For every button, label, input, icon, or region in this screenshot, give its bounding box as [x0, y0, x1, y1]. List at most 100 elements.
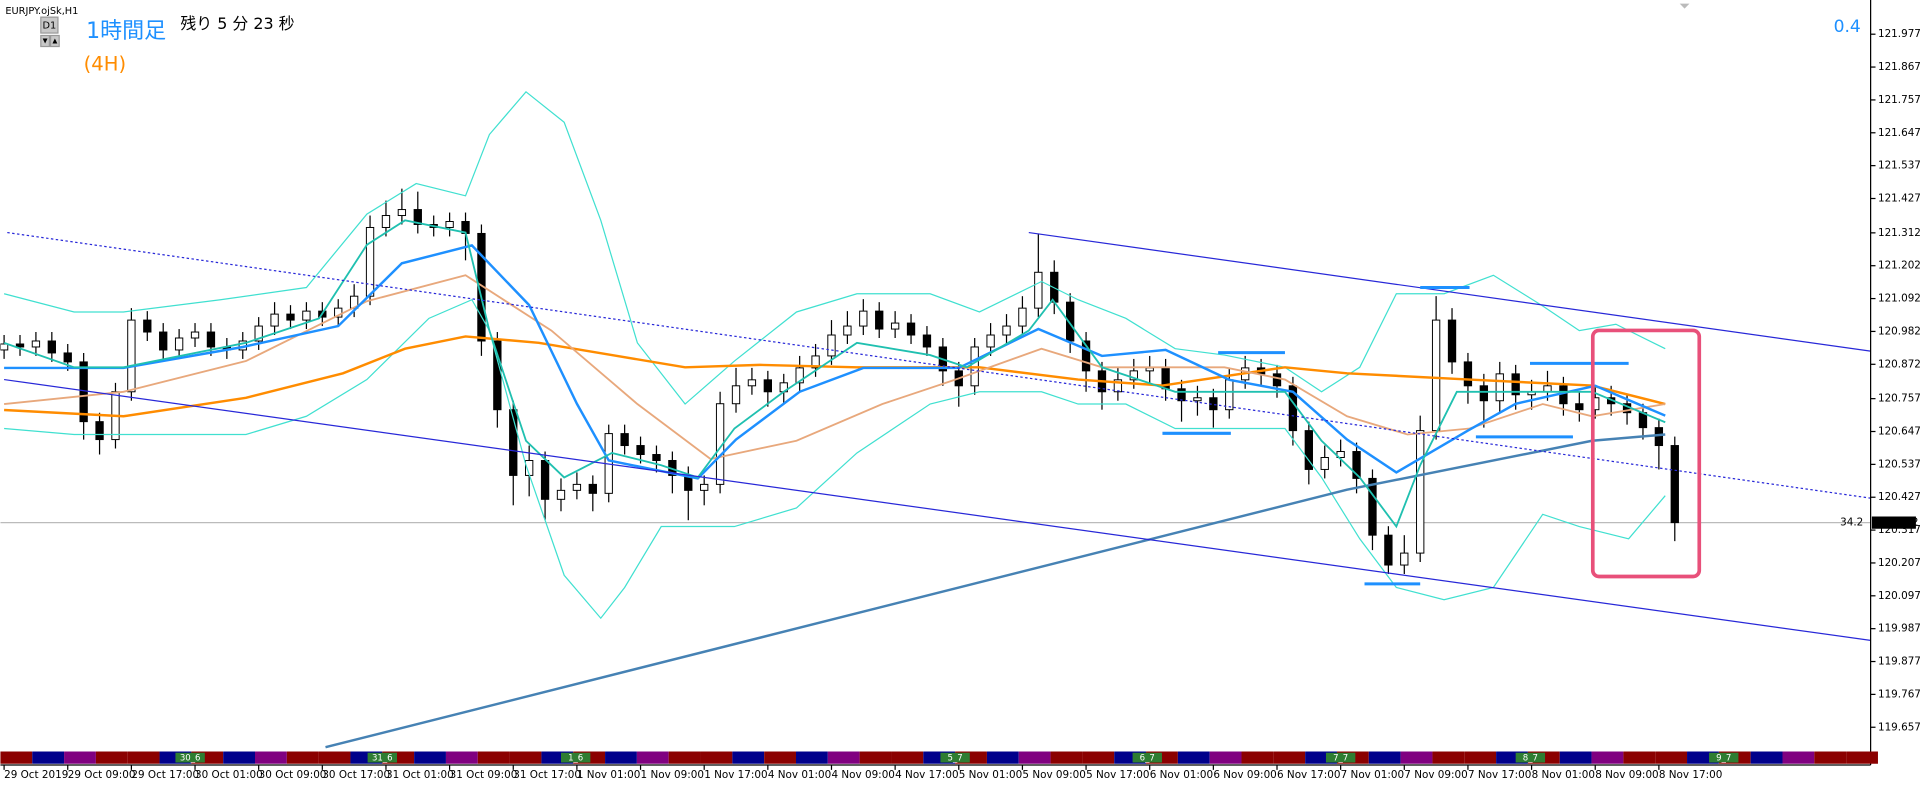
- strip-tag: [940, 752, 970, 763]
- x-tick-label: 8 Nov 09:00: [1595, 769, 1658, 781]
- candle-body: [31, 340, 41, 348]
- y-tick-label: 119.657: [1878, 721, 1920, 733]
- shift-marker: [1679, 3, 1690, 9]
- strip-block: [1432, 751, 1465, 764]
- y-tick-label: 120.982: [1878, 325, 1920, 337]
- candle-body: [1018, 307, 1027, 327]
- strip-block: [1623, 751, 1656, 764]
- x-tick-label: 8 Nov 01:00: [1532, 769, 1595, 781]
- candle-body: [652, 454, 661, 461]
- strip-block: [668, 751, 701, 764]
- candle-body: [747, 379, 757, 387]
- y-tick-label: 121.647: [1878, 127, 1920, 139]
- candle-body: [445, 221, 454, 228]
- candle-body: [1654, 427, 1664, 447]
- strip-block: [891, 751, 924, 764]
- strip-block: [636, 751, 669, 764]
- x-tick-label: 4 Nov 01:00: [768, 769, 831, 781]
- candle-body: [1129, 370, 1138, 381]
- indicator-line: [3, 219, 1666, 529]
- strip-block: [1209, 751, 1242, 764]
- candle-body: [159, 331, 168, 351]
- strip-block: [795, 751, 828, 764]
- indicator-line: [4, 378, 1871, 641]
- x-tick-label: 6 Nov 09:00: [1213, 769, 1276, 781]
- strip-block: [827, 751, 860, 764]
- candle-body: [15, 343, 25, 348]
- strip-tag: [367, 752, 397, 763]
- title: 1時間足: [86, 19, 166, 44]
- candle-body: [302, 310, 311, 321]
- candle-body: [1463, 361, 1473, 387]
- candle-body: [1416, 430, 1425, 554]
- candle-body: [206, 331, 216, 348]
- candle-body: [795, 367, 804, 384]
- strip-label: 1_6: [568, 754, 583, 764]
- x-tick-label: 7 Nov 01:00: [1341, 769, 1404, 781]
- candle-body: [986, 334, 995, 348]
- y-tick-label: 121.537: [1878, 160, 1920, 172]
- candle-body: [827, 334, 836, 357]
- candle-body: [286, 313, 295, 321]
- candle-body: [190, 331, 200, 339]
- x-tick-label: 7 Nov 17:00: [1468, 769, 1531, 781]
- candle-body: [1352, 451, 1361, 479]
- strip-block: [1082, 751, 1115, 764]
- strip-tag: [1132, 752, 1162, 763]
- indicator-line: [4, 335, 1666, 418]
- candle-body: [1304, 430, 1313, 470]
- candle-body: [859, 310, 868, 327]
- timeframe-label[interactable]: D1: [42, 21, 56, 32]
- candle-body: [63, 352, 72, 363]
- current-price-box: [1871, 516, 1916, 529]
- y-tick-label: 120.427: [1878, 491, 1920, 503]
- candle-body: [47, 340, 56, 354]
- x-tick-label: 30 Oct 01:00: [195, 769, 263, 781]
- strip-label: 5_7: [948, 754, 963, 764]
- strip-block: [223, 751, 256, 764]
- candle-body: [397, 209, 407, 217]
- x-tick-label: 5 Nov 17:00: [1086, 769, 1149, 781]
- strip-block: [1464, 751, 1497, 764]
- candle-body: [1479, 385, 1489, 402]
- candle-body: [143, 319, 152, 333]
- strip-block: [1018, 751, 1051, 764]
- plot-area: [0, 90, 1871, 749]
- strip-block: [32, 751, 65, 764]
- indicator-line: [3, 90, 1666, 405]
- strip-block: [700, 751, 733, 764]
- y-tick-label: 120.207: [1878, 557, 1920, 569]
- candle-body: [509, 409, 518, 476]
- candle-body: [890, 322, 900, 330]
- strip-block: [477, 751, 510, 764]
- symbol-label: EURJPY.ojSk,H1: [5, 6, 78, 17]
- x-tick-label: 29 Oct 17:00: [131, 769, 199, 781]
- x-tick-label: 5 Nov 01:00: [959, 769, 1022, 781]
- strip-block: [318, 751, 351, 764]
- candle-body: [1065, 301, 1075, 342]
- candle-body: [1113, 379, 1123, 393]
- candle-body: [588, 483, 597, 494]
- candle-body: [811, 355, 820, 369]
- candle-body: [413, 209, 422, 225]
- strip-label: 6_7: [1140, 754, 1155, 764]
- y-tick-label: 120.097: [1878, 590, 1920, 602]
- candle-body: [174, 337, 184, 351]
- candle-body: [1384, 534, 1393, 566]
- indicator-line: [4, 274, 1666, 460]
- strip-block: [414, 751, 446, 764]
- timeframe-button[interactable]: [40, 16, 59, 34]
- candle-body: [572, 483, 582, 491]
- indicator-line: [1028, 231, 1871, 352]
- candle-body: [922, 334, 932, 348]
- y-tick-label: 119.767: [1878, 688, 1920, 700]
- strip-tag: [1325, 752, 1356, 763]
- strip-block: [286, 751, 319, 764]
- x-tick-label: 6 Nov 17:00: [1277, 769, 1340, 781]
- strip-block: [1782, 751, 1815, 764]
- y-tick-label: 121.312: [1878, 227, 1920, 239]
- strip-block: [95, 751, 128, 764]
- strip-block: [1241, 751, 1274, 764]
